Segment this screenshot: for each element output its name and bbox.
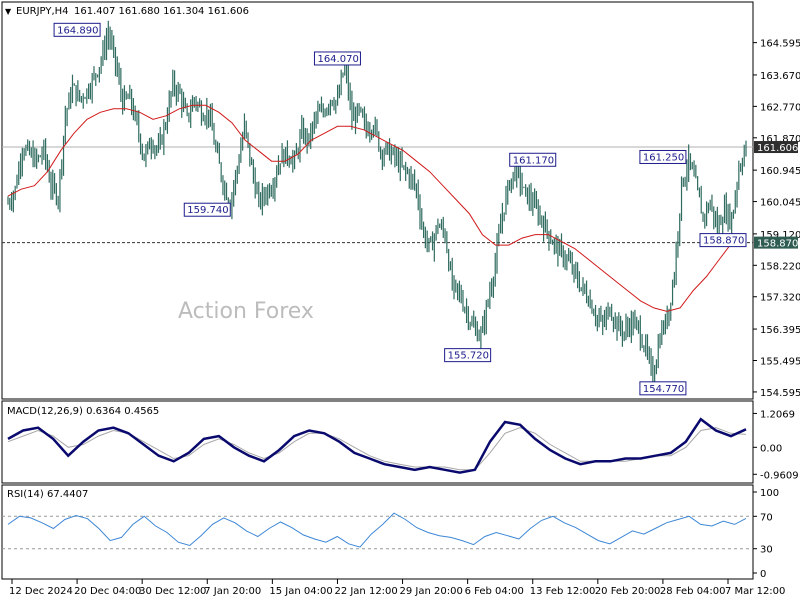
price-tick-label: 160.945 xyxy=(760,166,800,177)
price-tick-label: 158.220 xyxy=(760,261,800,272)
annotation-label: 154.770 xyxy=(643,384,684,395)
reference-price-tag: 158.870 xyxy=(754,236,798,250)
moving-average-line xyxy=(7,104,747,312)
price-annotation: 154.770 xyxy=(639,381,687,396)
price-tick-label: 156.395 xyxy=(760,325,800,336)
price-tick-label: 154.595 xyxy=(760,388,800,399)
annotation-label: 161.250 xyxy=(643,152,684,163)
annotation-label: 164.070 xyxy=(317,54,358,65)
annotation-label: 161.170 xyxy=(513,155,554,166)
ohlc-values: 161.407 161.680 161.304 161.606 xyxy=(74,6,249,17)
price-annotation: 161.170 xyxy=(509,152,557,167)
price-tick-label: 163.670 xyxy=(760,71,800,82)
time-tick-label: 20 Dec 04:00 xyxy=(74,586,141,597)
macd-tick-label: -0.9609 xyxy=(760,470,799,481)
macd-tick-label: 1.2069 xyxy=(760,409,795,420)
watermark: Action Forex xyxy=(178,299,314,324)
price-annotations: 164.890 159.740 164.070 155.720 161.170 154.7… xyxy=(53,22,747,396)
macd-tick-label: 0.00 xyxy=(760,443,782,454)
price-annotation: 164.070 xyxy=(313,51,361,66)
annotation-label: 155.720 xyxy=(448,351,489,362)
rsi-line xyxy=(7,512,747,548)
price-tick-label: 161.870 xyxy=(760,134,800,145)
rsi-tick-label: 100 xyxy=(760,488,779,499)
annotation-label: 159.740 xyxy=(187,205,228,216)
symbol-label: EURJPY,H4 xyxy=(16,6,69,17)
price-tick-label: 157.320 xyxy=(760,293,800,304)
price-annotation: 158.870 xyxy=(699,233,747,248)
price-tick-label: 162.770 xyxy=(760,102,800,113)
time-tick-label: 28 Feb 04:00 xyxy=(660,586,726,597)
rsi-tick-label: 70 xyxy=(760,512,773,523)
macd-main-line xyxy=(7,417,747,474)
time-tick-label: 13 Feb 12:00 xyxy=(530,586,596,597)
annotation-label: 164.890 xyxy=(57,25,98,36)
reference-lines xyxy=(2,146,753,244)
macd-pane[interactable] xyxy=(1,400,754,484)
current-price-tag: 161.606 xyxy=(754,141,798,154)
current-price-tag-label: 161.606 xyxy=(757,143,798,154)
time-tick-label: 22 Jan 12:00 xyxy=(334,586,397,597)
time-tick-label: 7 Jan 20:00 xyxy=(204,586,261,597)
macd-axis: 1.2069 0.00 -0.9609 xyxy=(753,409,799,481)
rsi-tick-label: 0 xyxy=(760,569,766,580)
price-tick-label: 164.595 xyxy=(760,39,800,50)
rsi-pane[interactable] xyxy=(1,484,754,580)
price-tick-label: 160.045 xyxy=(760,198,800,209)
time-tick-label: 7 Mar 12:00 xyxy=(725,586,785,597)
rsi-title: RSI(14) 67.4407 xyxy=(7,489,88,500)
time-tick-label: 15 Jan 04:00 xyxy=(269,586,332,597)
dropdown-arrow-icon[interactable]: ▼ xyxy=(5,7,12,16)
price-tick-label: 159.120 xyxy=(760,230,800,241)
macd-title: MACD(12,26,9) 0.6364 0.4565 xyxy=(7,406,159,417)
time-tick-label: 20 Feb 20:00 xyxy=(595,586,661,597)
time-tick-label: 30 Dec 12:00 xyxy=(139,586,206,597)
rsi-tick-label: 30 xyxy=(760,545,773,556)
time-tick-label: 6 Feb 04:00 xyxy=(465,586,524,597)
price-annotation: 161.250 xyxy=(639,149,687,164)
time-tick-label: 29 Jan 20:00 xyxy=(400,586,463,597)
time-tick-label: 12 Dec 2024 xyxy=(9,586,73,597)
price-tick-label: 155.495 xyxy=(760,356,800,367)
annotation-label: 158.870 xyxy=(703,236,744,247)
price-annotation: 164.890 xyxy=(53,22,101,37)
price-axis: 164.595 163.670 162.770 161.870 160.945 160.0… xyxy=(753,39,800,399)
reference-price-tag-label: 158.870 xyxy=(757,239,798,250)
rsi-axis: 100 70 30 0 xyxy=(2,488,779,580)
price-tags: 161.606 158.870 xyxy=(754,141,798,250)
price-annotation: 159.740 xyxy=(183,202,231,217)
price-annotation: 155.720 xyxy=(444,348,492,363)
